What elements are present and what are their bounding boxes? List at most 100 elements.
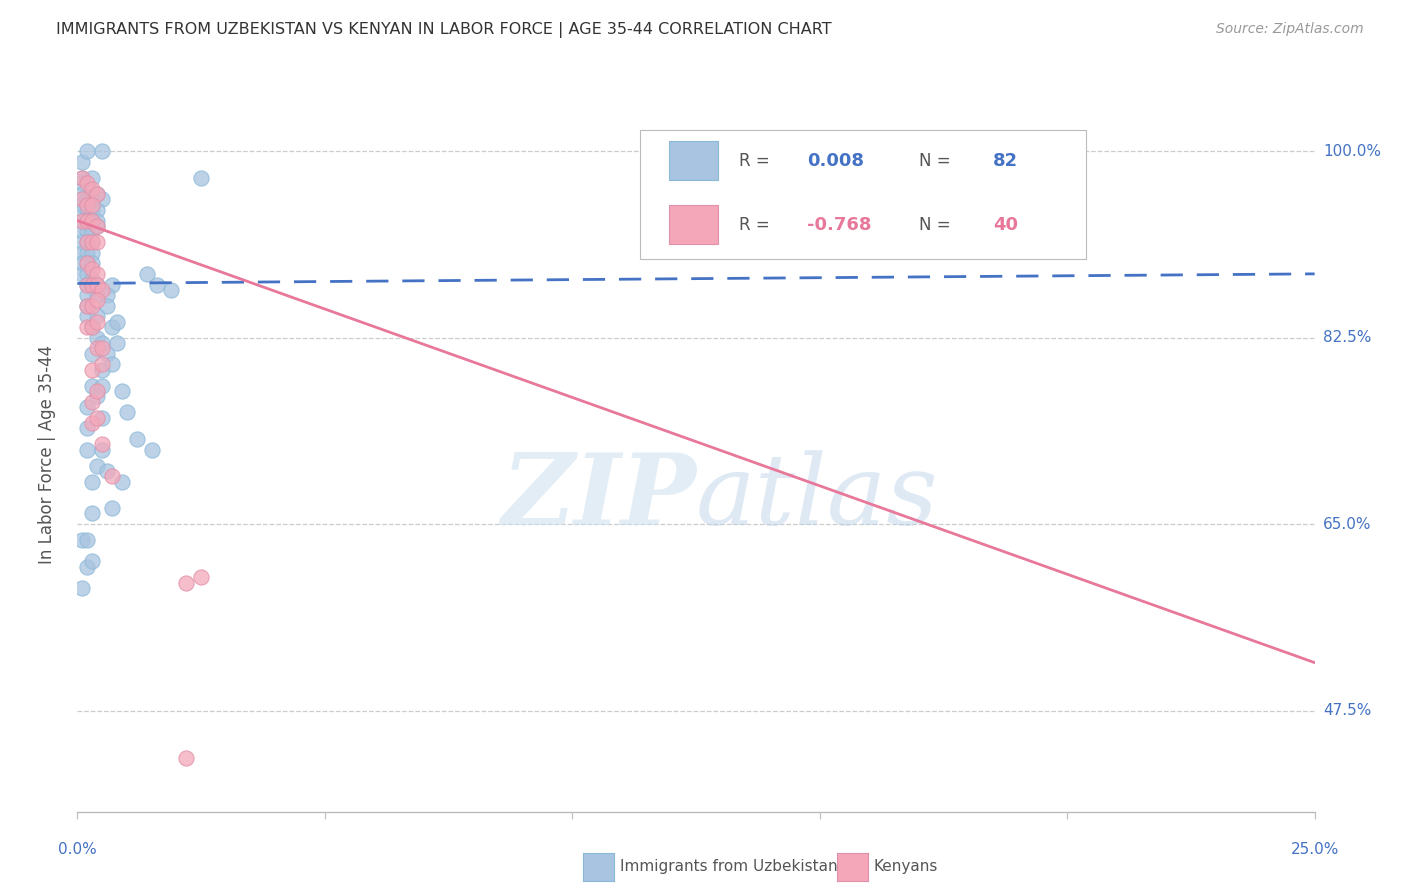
Point [82, 475, 104, 489]
Point [86, 288, 108, 302]
Text: 0.008: 0.008 [807, 152, 865, 169]
Point [72, 186, 94, 201]
Point [82, 299, 104, 313]
Point [86, 267, 108, 281]
Text: 25.0%: 25.0% [1291, 842, 1339, 857]
Point [82, 256, 104, 270]
FancyBboxPatch shape [669, 141, 718, 180]
Point [76, 235, 98, 249]
Point [72, 213, 94, 227]
Point [76, 267, 98, 281]
Point [76, 320, 98, 334]
Point [72, 256, 94, 270]
Point [72, 192, 94, 206]
Point [91, 145, 114, 159]
Point [76, 145, 98, 159]
Point [82, 245, 104, 260]
Point [125, 432, 148, 446]
Point [101, 469, 124, 483]
Text: 47.5%: 47.5% [1323, 703, 1371, 718]
Point [111, 475, 134, 489]
Text: 40: 40 [993, 216, 1018, 234]
Point [82, 171, 104, 186]
Point [82, 235, 104, 249]
Point [76, 192, 98, 206]
Point [76, 442, 98, 457]
Text: Immigrants from Uzbekistan: Immigrants from Uzbekistan [620, 859, 838, 873]
Text: N =: N = [918, 216, 956, 234]
Point [82, 347, 104, 361]
Point [96, 288, 118, 302]
Point [101, 277, 124, 292]
Point [72, 171, 94, 186]
FancyBboxPatch shape [669, 205, 718, 244]
Point [115, 405, 138, 419]
Point [82, 197, 104, 211]
Point [76, 559, 98, 574]
Point [96, 464, 118, 478]
Point [72, 177, 94, 191]
Point [76, 256, 98, 270]
Text: atlas: atlas [696, 450, 939, 545]
Point [82, 320, 104, 334]
Point [76, 299, 98, 313]
Point [86, 315, 108, 329]
Point [86, 219, 108, 233]
Point [76, 202, 98, 217]
Point [96, 347, 118, 361]
Point [82, 416, 104, 430]
Point [72, 267, 94, 281]
Point [86, 213, 108, 227]
Point [86, 219, 108, 233]
Point [91, 437, 114, 451]
Point [76, 533, 98, 548]
Point [82, 261, 104, 276]
Text: Source: ZipAtlas.com: Source: ZipAtlas.com [1216, 22, 1364, 37]
Point [86, 277, 108, 292]
Point [91, 378, 114, 392]
Point [91, 283, 114, 297]
Point [86, 186, 108, 201]
Point [72, 202, 94, 217]
Text: 82: 82 [993, 152, 1018, 169]
Point [111, 384, 134, 398]
Text: R =: R = [740, 216, 775, 234]
Text: IMMIGRANTS FROM UZBEKISTAN VS KENYAN IN LABOR FORCE | AGE 35-44 CORRELATION CHAR: IMMIGRANTS FROM UZBEKISTAN VS KENYAN IN … [56, 22, 832, 38]
Point [96, 299, 118, 313]
Point [82, 213, 104, 227]
Point [72, 192, 94, 206]
Point [145, 277, 167, 292]
Point [91, 442, 114, 457]
Point [76, 299, 98, 313]
Point [76, 277, 98, 292]
Point [86, 389, 108, 403]
Point [91, 410, 114, 425]
FancyBboxPatch shape [640, 130, 1085, 259]
Point [86, 310, 108, 324]
Point [76, 256, 98, 270]
Point [86, 410, 108, 425]
Point [86, 293, 108, 308]
Point [82, 507, 104, 521]
Point [86, 235, 108, 249]
Point [82, 554, 104, 568]
Text: N =: N = [918, 152, 956, 169]
Point [76, 213, 98, 227]
Point [101, 358, 124, 372]
Point [135, 267, 157, 281]
Point [76, 277, 98, 292]
Text: 65.0%: 65.0% [1323, 516, 1371, 532]
Text: Kenyans: Kenyans [873, 859, 938, 873]
Point [91, 192, 114, 206]
Text: R =: R = [740, 152, 775, 169]
Point [82, 235, 104, 249]
Point [82, 320, 104, 334]
Point [105, 315, 128, 329]
Point [86, 331, 108, 345]
Point [72, 581, 94, 595]
Point [190, 171, 212, 186]
Point [82, 192, 104, 206]
Point [141, 442, 163, 457]
Point [86, 202, 108, 217]
Point [82, 272, 104, 286]
